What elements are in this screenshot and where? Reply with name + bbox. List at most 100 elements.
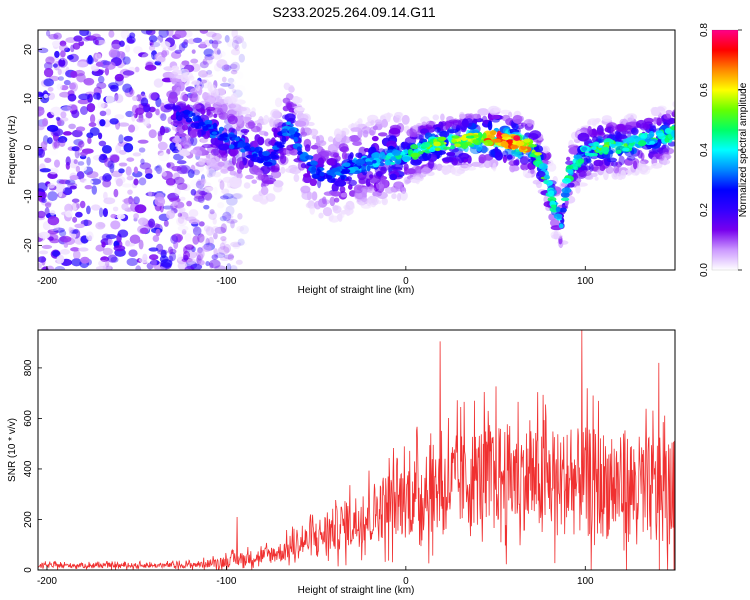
spectrogram-cell — [221, 76, 227, 83]
spectrogram-cell — [193, 195, 205, 202]
spectrogram-cell — [317, 157, 325, 168]
spectrogram-cell — [46, 124, 59, 132]
spectrogram-cell — [133, 166, 139, 174]
spectrogram-cell — [196, 178, 202, 186]
spectrogram-cell — [487, 134, 496, 139]
spectrogram-cell — [154, 60, 162, 66]
y-tick-label: -10 — [23, 189, 34, 204]
spectrogram-cell — [205, 261, 210, 267]
spectrogram-cell — [127, 189, 133, 195]
spectrogram-cell — [606, 157, 618, 163]
spectrogram-cell — [434, 126, 441, 133]
spectrogram-cell — [165, 178, 176, 186]
spectrogram-cell — [199, 41, 206, 48]
spectrogram-cell — [281, 135, 287, 145]
spectrogram-cell — [530, 169, 535, 174]
spectrogram-cell — [520, 163, 530, 171]
spectrogram-cell — [110, 213, 117, 219]
spectrogram-cell — [286, 144, 295, 151]
spectrogram-cell — [95, 221, 106, 230]
spectrogram-cell — [422, 138, 428, 143]
spectrogram-x-ticks: -200 -100 0 100 — [37, 266, 594, 287]
spectrogram-y-ticks: -20 -10 0 10 20 — [23, 44, 42, 253]
spectrogram-cell — [191, 81, 203, 86]
spectrogram-cell — [201, 178, 207, 185]
spectrogram-cell — [192, 226, 202, 236]
spectrogram-cell — [250, 156, 261, 163]
spectrogram-cell — [391, 149, 402, 156]
x-tick-label: -200 — [37, 576, 57, 587]
spectrogram-cell — [214, 226, 227, 234]
spectrogram-cell — [232, 242, 241, 250]
spectrogram-cell — [366, 199, 372, 207]
spectrogram-cell — [197, 253, 204, 261]
spectrogram-cell — [227, 253, 234, 261]
spectrogram-cell — [153, 78, 164, 88]
spectrogram-cell — [389, 161, 396, 165]
spectrogram-cell — [195, 83, 201, 92]
spectrogram-cell — [141, 53, 154, 61]
spectrogram-cell — [171, 233, 184, 243]
spectrogram-cell — [421, 121, 427, 127]
spectrogram-cell — [374, 119, 382, 125]
spectrogram-cell — [334, 171, 341, 176]
spectrogram-cell — [244, 113, 252, 121]
spectrogram-cell — [71, 146, 80, 152]
spectrogram-cell — [642, 123, 651, 130]
spectrogram-cell — [76, 72, 86, 83]
spectrogram-cell — [148, 129, 157, 139]
spectrogram-cell — [231, 156, 237, 166]
spectrogram-cell — [216, 153, 225, 158]
spectrogram-cell — [167, 246, 174, 255]
spectrogram-cell — [371, 152, 381, 159]
spectrogram-cell — [309, 128, 319, 136]
spectrogram-cell — [48, 33, 59, 40]
spectrogram-cell — [38, 256, 47, 263]
spectrogram-cell — [142, 253, 148, 262]
spectrogram-cell — [47, 86, 54, 92]
spectrogram-cell — [218, 126, 225, 132]
spectrogram-cell — [163, 219, 169, 227]
spectrogram-cell — [232, 192, 243, 200]
spectrogram-cell — [461, 134, 468, 142]
spectrogram-cell — [218, 111, 229, 120]
y-tick-label: 800 — [23, 359, 34, 376]
spectrogram-cell — [47, 191, 58, 202]
figure-title: S233.2025.264.09.14.G11 — [272, 4, 435, 20]
spectrogram-cell — [665, 109, 673, 115]
spectrogram-cell — [155, 97, 162, 108]
spectrogram-cell — [83, 219, 89, 227]
spectrogram-cell — [575, 169, 587, 179]
spectrogram-cell — [134, 66, 140, 73]
spectrogram-cell — [193, 169, 200, 176]
spectrogram-cell — [286, 121, 291, 125]
spectrogram-cell — [143, 117, 151, 127]
spectrogram-cell — [204, 54, 215, 61]
spectrogram-cell — [71, 232, 77, 239]
spectrogram-cell — [301, 191, 314, 201]
colorbar-tick-label: 0.8 — [699, 23, 710, 37]
colorbar-label: Normalized spectral amplitude — [738, 82, 749, 217]
spectrogram-cell — [222, 211, 232, 222]
spectrogram-cell — [343, 204, 355, 211]
spectrogram-cell — [372, 125, 378, 131]
spectrogram-cell — [309, 205, 315, 215]
spectrogram-cell — [68, 158, 80, 169]
spectrogram-cell — [252, 153, 258, 157]
spectrogram-cell — [454, 143, 461, 148]
spectrogram-cell — [232, 134, 238, 138]
spectrogram-cell — [591, 146, 597, 151]
spectrogram-cell — [188, 250, 197, 259]
spectrogram-cell — [477, 132, 483, 140]
spectrogram-cell — [73, 159, 78, 165]
spectrogram-cell — [90, 178, 102, 185]
spectrogram-cell — [157, 249, 168, 255]
spectrogram-cell — [43, 67, 54, 78]
spectrogram-cell — [63, 79, 71, 86]
spectrogram-cell — [98, 140, 107, 147]
spectrogram-cell — [171, 65, 180, 71]
spectrogram-cell — [155, 228, 161, 237]
spectrogram-cell — [75, 126, 86, 132]
spectrogram-cell — [224, 35, 230, 43]
spectrogram-cell — [98, 259, 108, 267]
